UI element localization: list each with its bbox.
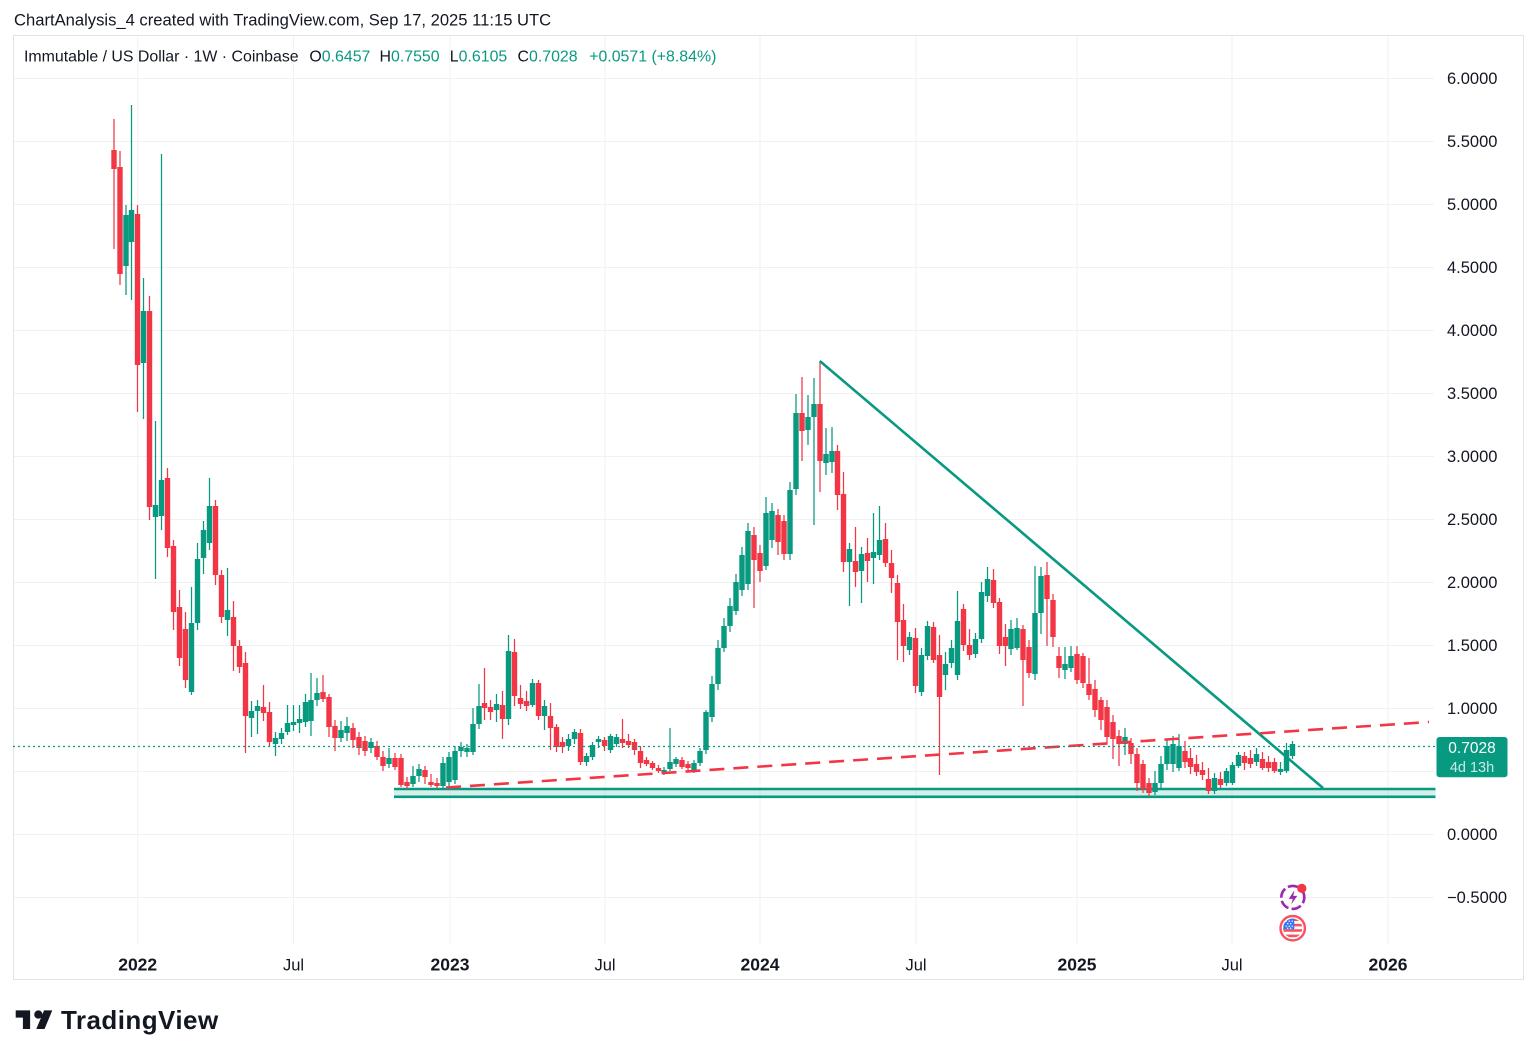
svg-text:Immutable / US Dollar · 1W · C: Immutable / US Dollar · 1W · Coinbase O0.… <box>24 49 716 66</box>
svg-text:0.0000: 0.0000 <box>1447 826 1497 844</box>
svg-text:Jul: Jul <box>594 957 615 975</box>
svg-text:1.5000: 1.5000 <box>1447 637 1497 655</box>
svg-text:4.0000: 4.0000 <box>1447 322 1497 340</box>
svg-text:−0.5000: −0.5000 <box>1447 889 1507 907</box>
svg-text:TradingView: TradingView <box>61 1005 219 1035</box>
svg-text:2023: 2023 <box>431 955 470 975</box>
svg-text:5.0000: 5.0000 <box>1447 196 1497 214</box>
svg-text:Jul: Jul <box>1221 957 1242 975</box>
svg-text:5.5000: 5.5000 <box>1447 133 1497 151</box>
svg-text:2025: 2025 <box>1058 955 1097 975</box>
svg-text:1.0000: 1.0000 <box>1447 700 1497 718</box>
svg-text:2.0000: 2.0000 <box>1447 574 1497 592</box>
svg-text:2026: 2026 <box>1369 955 1408 975</box>
svg-text:4d 13h: 4d 13h <box>1450 760 1494 776</box>
svg-text:3.5000: 3.5000 <box>1447 385 1497 403</box>
svg-text:Jul: Jul <box>283 957 304 975</box>
svg-text:2024: 2024 <box>741 955 780 975</box>
svg-text:3.0000: 3.0000 <box>1447 448 1497 466</box>
svg-text:4.5000: 4.5000 <box>1447 259 1497 277</box>
svg-text:0.7028: 0.7028 <box>1448 740 1495 757</box>
svg-text:ChartAnalysis_4 created with T: ChartAnalysis_4 created with TradingView… <box>14 11 551 30</box>
svg-text:6.0000: 6.0000 <box>1447 70 1497 88</box>
svg-text:2022: 2022 <box>118 955 157 975</box>
svg-text:Jul: Jul <box>905 957 926 975</box>
svg-text:2.5000: 2.5000 <box>1447 511 1497 529</box>
